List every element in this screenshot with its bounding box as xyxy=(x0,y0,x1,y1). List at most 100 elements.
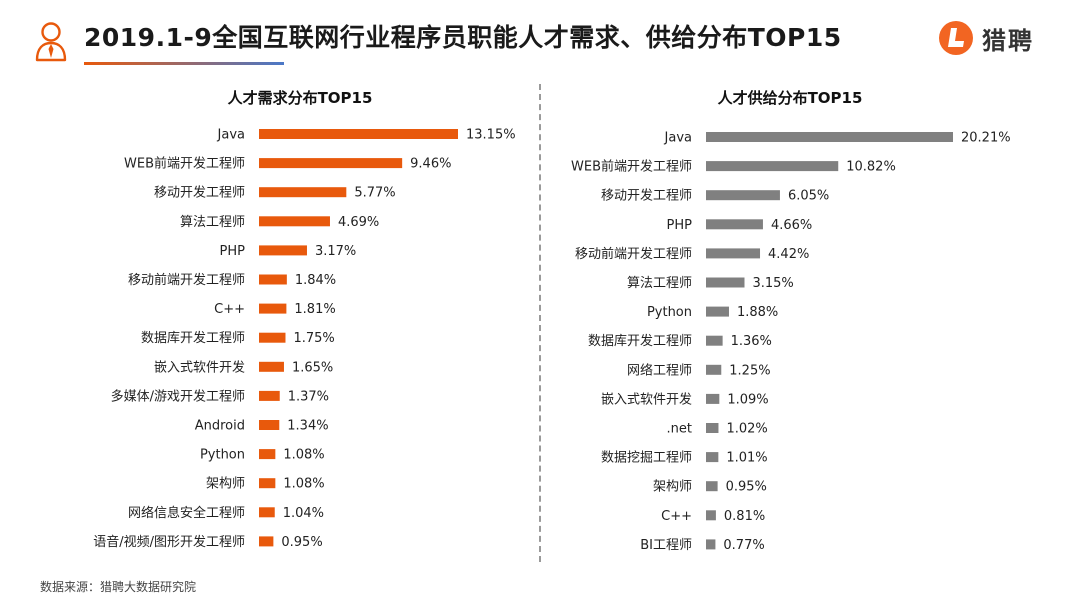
supply-category-label: C++ xyxy=(661,509,692,524)
supply-category-label: 嵌入式软件开发 xyxy=(601,391,692,407)
supply-category-label: .net xyxy=(667,422,692,437)
demand-bar xyxy=(259,478,276,489)
supply-bar xyxy=(706,190,780,201)
supply-value-label: 0.77% xyxy=(723,538,764,553)
supply-bar xyxy=(706,335,723,346)
demand-value-label: 1.84% xyxy=(295,273,336,288)
supply-bar xyxy=(706,132,953,142)
supply-category-label: 算法工程师 xyxy=(627,276,692,291)
demand-category-label: 移动前端开发工程师 xyxy=(128,272,245,288)
demand-value-label: 1.75% xyxy=(293,331,334,346)
supply-bar xyxy=(706,393,720,404)
demand-category-label: 网络信息安全工程师 xyxy=(128,505,245,521)
demand-category-label: C++ xyxy=(214,302,245,317)
demand-category-label: Android xyxy=(195,419,245,434)
supply-category-label: WEB前端开发工程师 xyxy=(571,159,692,175)
demand-category-label: 算法工程师 xyxy=(180,215,245,230)
supply-category-label: PHP xyxy=(667,218,693,233)
demand-category-label: 架构师 xyxy=(206,477,245,492)
supply-bar xyxy=(706,452,719,463)
demand-category-label: 数据库开发工程师 xyxy=(141,330,245,346)
supply-value-label: 1.02% xyxy=(726,422,767,437)
supply-category-label: 数据挖掘工程师 xyxy=(601,451,692,466)
chart-divider xyxy=(539,84,541,562)
page-title: 2019.1-9全国互联网行业程序员职能人才需求、供给分布TOP15 xyxy=(84,23,842,52)
supply-category-label: 移动前端开发工程师 xyxy=(575,246,692,262)
demand-category-label: Python xyxy=(200,448,245,463)
supply-bar xyxy=(706,481,718,492)
supply-value-label: 4.42% xyxy=(768,247,809,262)
supply-value-label: 0.95% xyxy=(726,480,767,495)
logo-text: 猎聘 xyxy=(982,26,1034,55)
demand-category-label: PHP xyxy=(220,244,246,259)
demand-category-label: 嵌入式软件开发 xyxy=(154,359,245,375)
supply-bar xyxy=(706,277,745,288)
supply-bar xyxy=(706,510,716,521)
data-source-note: 数据来源：猎聘大数据研究院 xyxy=(40,580,197,594)
liepin-logo-icon xyxy=(939,21,973,55)
supply-category-label: 架构师 xyxy=(653,480,692,495)
demand-chart-title: 人才需求分布TOP15 xyxy=(227,89,373,107)
demand-value-label: 1.08% xyxy=(283,477,324,492)
demand-bar xyxy=(259,420,280,430)
supply-value-label: 20.21% xyxy=(961,131,1011,146)
demand-value-label: 4.69% xyxy=(338,215,379,230)
supply-bar xyxy=(706,219,763,230)
supply-value-label: 10.82% xyxy=(846,160,896,175)
supply-category-label: Python xyxy=(647,305,692,320)
demand-bar xyxy=(259,274,287,285)
supply-bar xyxy=(706,248,761,259)
demand-value-label: 1.34% xyxy=(287,419,328,434)
supply-value-label: 1.36% xyxy=(731,334,772,349)
demand-bar xyxy=(259,245,307,256)
demand-value-label: 0.95% xyxy=(281,535,322,550)
demand-bar xyxy=(259,158,403,169)
demand-value-label: 1.81% xyxy=(294,302,335,317)
supply-bar xyxy=(706,539,716,550)
supply-value-label: 0.81% xyxy=(724,509,765,524)
demand-value-label: 3.17% xyxy=(315,244,356,259)
demand-category-label: Java xyxy=(217,128,245,143)
demand-category-label: 移动开发工程师 xyxy=(154,185,245,201)
demand-value-label: 1.08% xyxy=(283,448,324,463)
liepin-logo: 猎聘 xyxy=(938,18,1034,58)
supply-category-label: 网络工程师 xyxy=(627,362,692,378)
supply-value-label: 1.88% xyxy=(737,305,778,320)
demand-bar xyxy=(259,361,284,372)
demand-bar xyxy=(259,129,458,139)
demand-bar xyxy=(259,507,275,518)
demand-value-label: 1.65% xyxy=(292,360,333,375)
supply-bar xyxy=(706,161,839,172)
supply-category-label: 移动开发工程师 xyxy=(601,188,692,204)
demand-bar xyxy=(259,303,287,314)
supply-value-label: 3.15% xyxy=(752,276,793,291)
supply-chart-title: 人才供给分布TOP15 xyxy=(717,89,863,107)
supply-bar xyxy=(706,306,729,317)
demand-bar xyxy=(259,536,274,547)
supply-bar xyxy=(706,423,719,433)
demand-category-label: 语音/视频/图形开发工程师 xyxy=(93,534,245,550)
demand-value-label: 13.15% xyxy=(466,128,516,143)
demand-category-label: 多媒体/游戏开发工程师 xyxy=(111,388,245,404)
demand-category-label: WEB前端开发工程师 xyxy=(124,156,245,172)
demand-value-label: 9.46% xyxy=(410,157,451,172)
supply-category-label: Java xyxy=(664,131,692,146)
user-profile-icon xyxy=(35,22,67,62)
demand-bar xyxy=(259,216,330,227)
supply-value-label: 1.01% xyxy=(726,451,767,466)
supply-bar xyxy=(706,364,722,375)
supply-value-label: 1.09% xyxy=(727,392,768,407)
supply-value-label: 4.66% xyxy=(771,218,812,233)
demand-value-label: 1.37% xyxy=(288,389,329,404)
title-underline xyxy=(84,62,284,65)
demand-bar xyxy=(259,390,280,401)
demand-bar xyxy=(259,187,347,198)
demand-value-label: 5.77% xyxy=(354,186,395,201)
supply-category-label: 数据库开发工程师 xyxy=(588,333,692,349)
supply-value-label: 1.25% xyxy=(729,363,770,378)
supply-value-label: 6.05% xyxy=(788,189,829,204)
demand-value-label: 1.04% xyxy=(283,506,324,521)
demand-bar xyxy=(259,449,276,460)
page-header: 2019.1-9全国互联网行业程序员职能人才需求、供给分布TOP15 猎聘 xyxy=(0,0,1080,70)
